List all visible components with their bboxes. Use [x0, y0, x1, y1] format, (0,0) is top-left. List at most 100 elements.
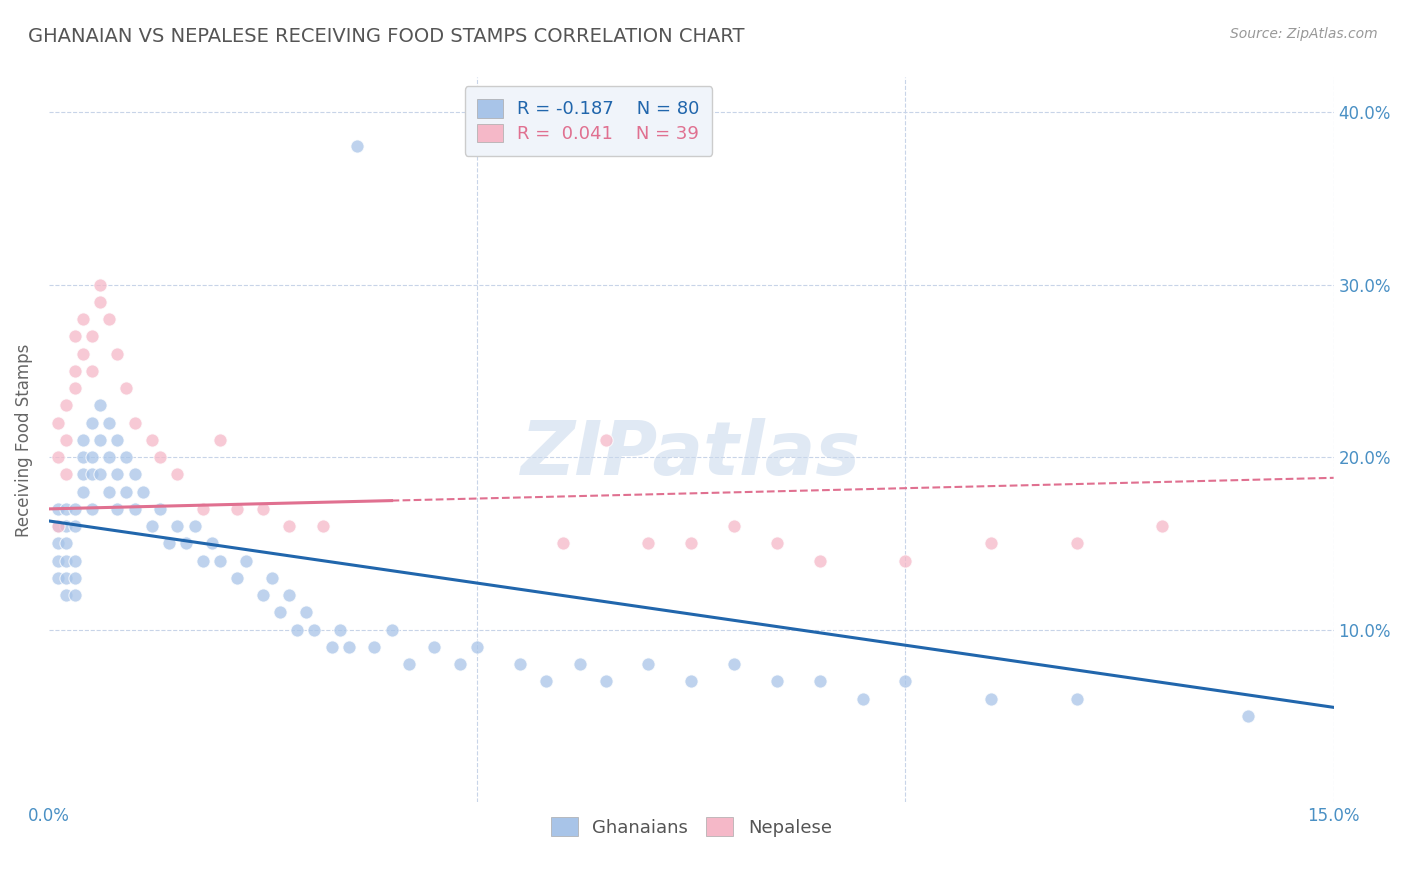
Point	[980, 536, 1002, 550]
Point	[398, 657, 420, 672]
Point	[149, 450, 172, 464]
Point	[72, 346, 94, 360]
Point	[568, 657, 591, 672]
Point	[55, 433, 77, 447]
Point	[72, 433, 94, 447]
Point	[46, 450, 69, 464]
Point	[235, 554, 257, 568]
Point	[55, 588, 77, 602]
Point	[89, 467, 111, 482]
Point	[1237, 709, 1260, 723]
Point	[97, 312, 120, 326]
Point	[295, 606, 318, 620]
Point	[63, 501, 86, 516]
Point	[89, 433, 111, 447]
Point	[46, 416, 69, 430]
Point	[304, 623, 326, 637]
Point	[363, 640, 385, 654]
Point	[380, 623, 402, 637]
Point	[141, 433, 163, 447]
Point	[107, 467, 129, 482]
Point	[852, 691, 875, 706]
Point	[107, 501, 129, 516]
Point	[166, 519, 188, 533]
Point	[681, 674, 703, 689]
Point	[766, 536, 789, 550]
Point	[321, 640, 343, 654]
Point	[89, 398, 111, 412]
Legend: Ghanaians, Nepalese: Ghanaians, Nepalese	[544, 810, 839, 844]
Point	[55, 519, 77, 533]
Point	[63, 329, 86, 343]
Point	[449, 657, 471, 672]
Point	[269, 606, 291, 620]
Point	[72, 467, 94, 482]
Point	[115, 381, 138, 395]
Point	[337, 640, 360, 654]
Point	[46, 571, 69, 585]
Text: GHANAIAN VS NEPALESE RECEIVING FOOD STAMPS CORRELATION CHART: GHANAIAN VS NEPALESE RECEIVING FOOD STAM…	[28, 27, 745, 45]
Point	[63, 381, 86, 395]
Point	[132, 484, 155, 499]
Point	[595, 674, 617, 689]
Text: Source: ZipAtlas.com: Source: ZipAtlas.com	[1230, 27, 1378, 41]
Point	[80, 364, 103, 378]
Point	[723, 657, 745, 672]
Point	[80, 450, 103, 464]
Point	[80, 416, 103, 430]
Point	[46, 536, 69, 550]
Point	[55, 571, 77, 585]
Point	[808, 674, 831, 689]
Point	[80, 501, 103, 516]
Point	[80, 329, 103, 343]
Point	[252, 501, 274, 516]
Point	[46, 501, 69, 516]
Point	[124, 501, 146, 516]
Text: ZIPatlas: ZIPatlas	[522, 417, 862, 491]
Point	[107, 433, 129, 447]
Point	[97, 450, 120, 464]
Point	[55, 501, 77, 516]
Point	[63, 364, 86, 378]
Point	[63, 554, 86, 568]
Point	[124, 467, 146, 482]
Point	[423, 640, 446, 654]
Point	[55, 554, 77, 568]
Point	[595, 433, 617, 447]
Point	[226, 571, 249, 585]
Point	[72, 312, 94, 326]
Point	[980, 691, 1002, 706]
Point	[63, 519, 86, 533]
Point	[46, 519, 69, 533]
Point	[1066, 691, 1088, 706]
Point	[89, 294, 111, 309]
Point	[141, 519, 163, 533]
Point	[149, 501, 172, 516]
Point	[209, 433, 232, 447]
Point	[115, 484, 138, 499]
Point	[55, 536, 77, 550]
Point	[55, 467, 77, 482]
Point	[63, 571, 86, 585]
Point	[465, 640, 488, 654]
Point	[894, 554, 917, 568]
Point	[808, 554, 831, 568]
Point	[766, 674, 789, 689]
Point	[80, 467, 103, 482]
Point	[894, 674, 917, 689]
Point	[46, 519, 69, 533]
Point	[285, 623, 308, 637]
Point	[509, 657, 531, 672]
Point	[534, 674, 557, 689]
Point	[681, 536, 703, 550]
Point	[183, 519, 205, 533]
Point	[124, 416, 146, 430]
Point	[191, 554, 214, 568]
Point	[72, 450, 94, 464]
Point	[166, 467, 188, 482]
Point	[277, 588, 299, 602]
Point	[46, 554, 69, 568]
Point	[637, 657, 659, 672]
Point	[226, 501, 249, 516]
Point	[209, 554, 232, 568]
